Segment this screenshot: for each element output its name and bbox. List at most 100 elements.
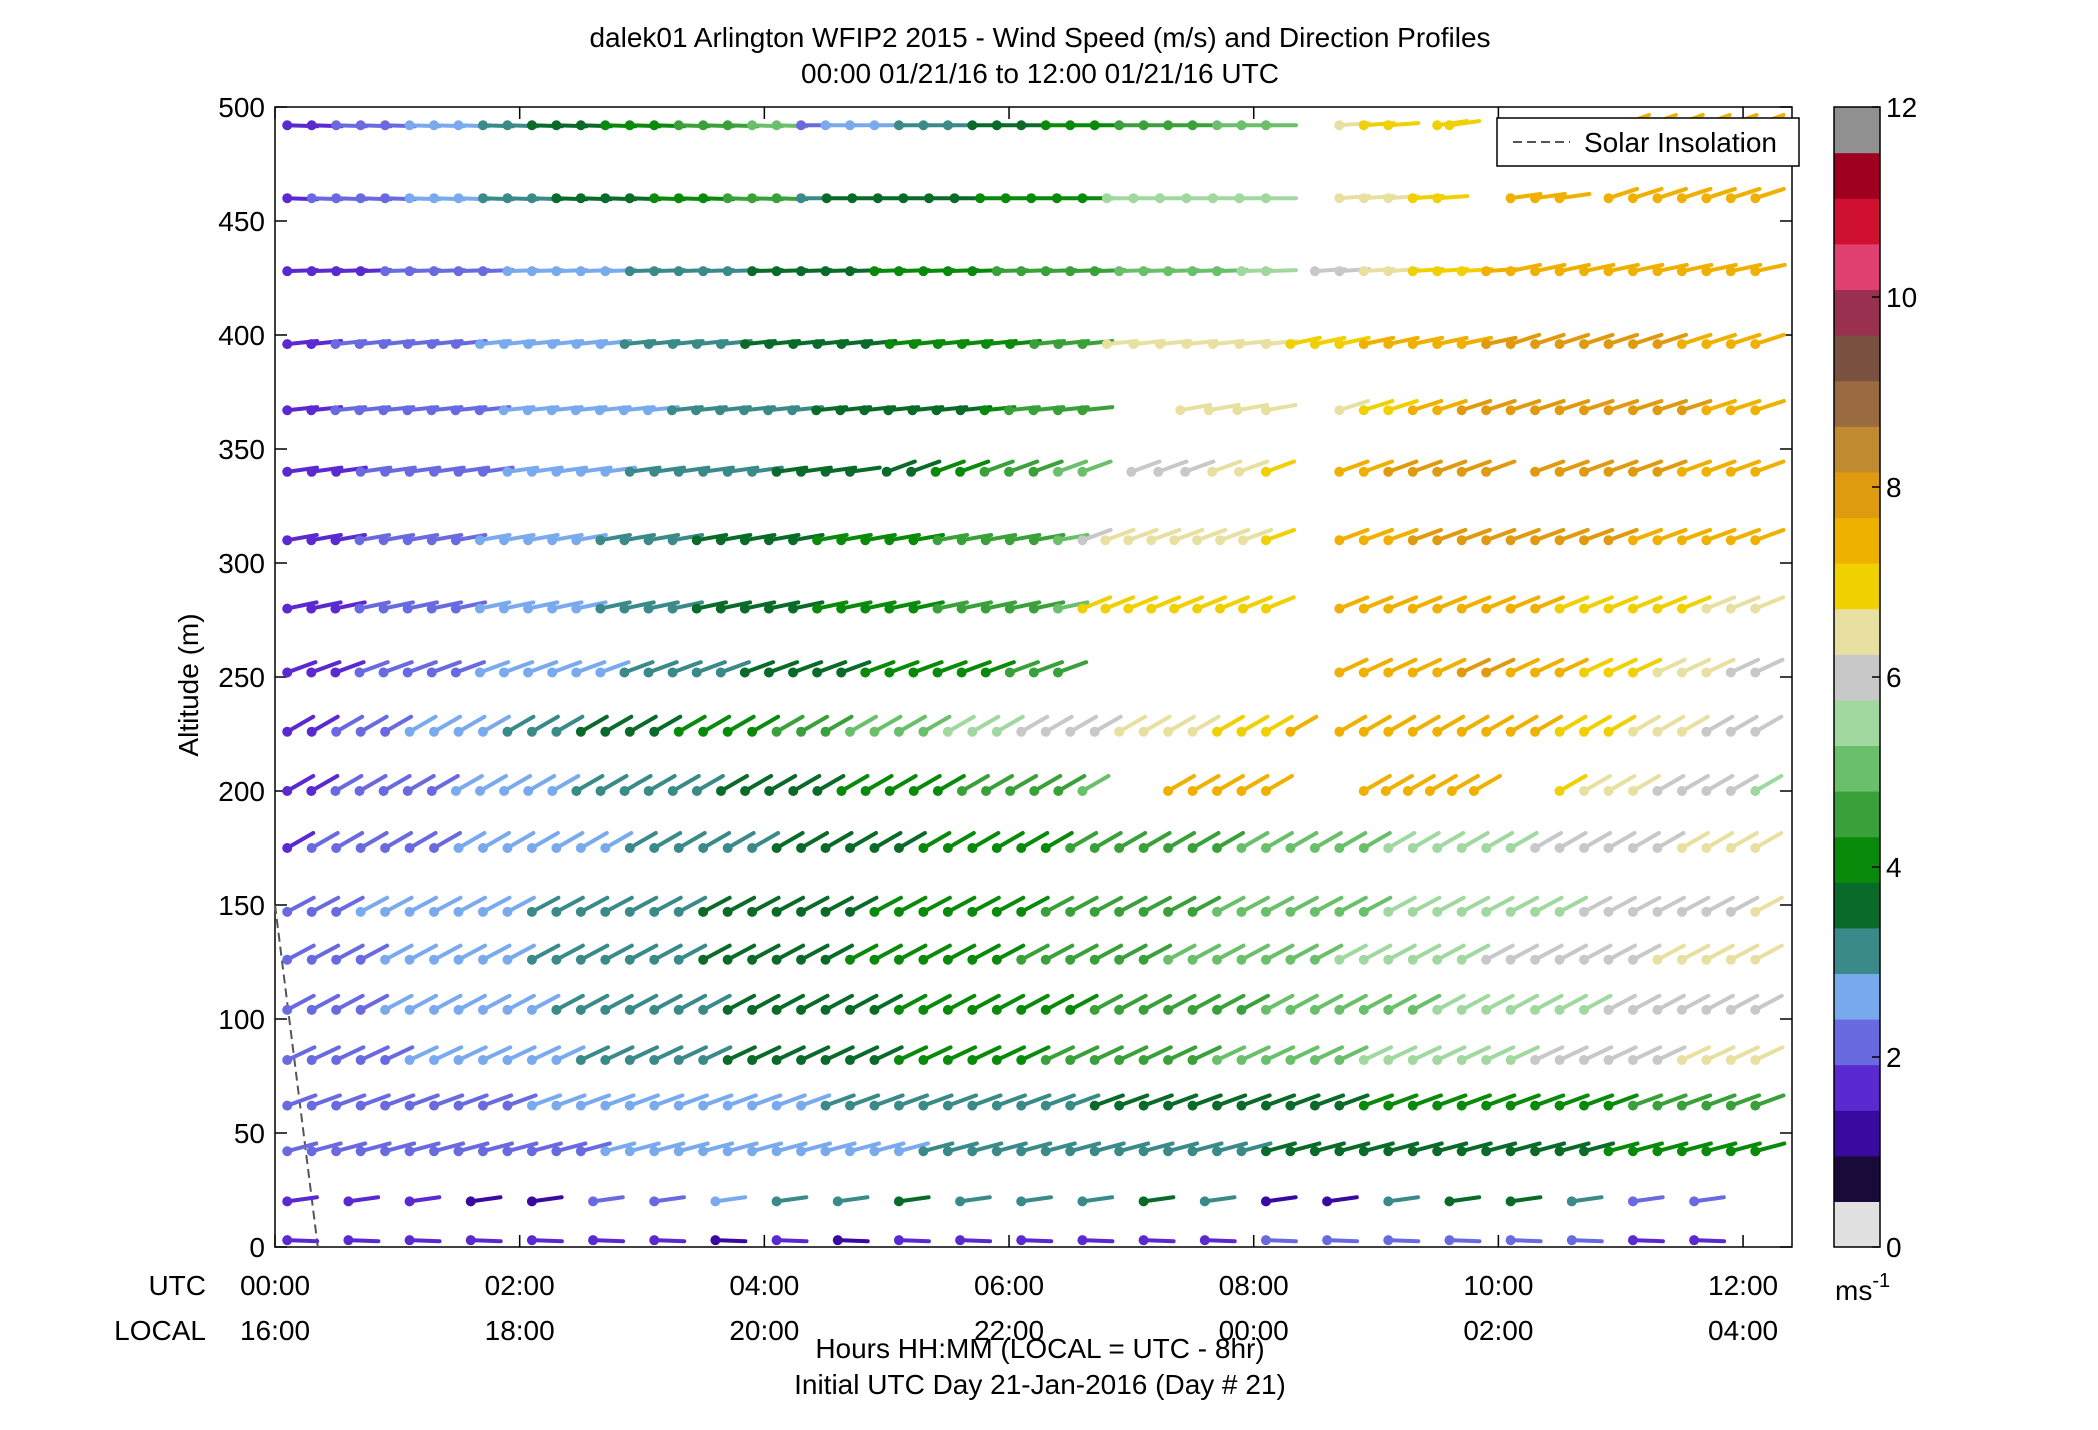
wind-barb-point — [1285, 339, 1296, 350]
wind-barb-point — [523, 535, 534, 546]
wind-barb-point — [600, 1146, 611, 1157]
wind-barb-shaft — [1728, 1093, 1762, 1108]
wind-barb-point — [526, 1235, 537, 1246]
wind-barb-point — [1701, 1004, 1712, 1015]
wind-barb-shaft — [799, 831, 830, 850]
wind-barb-point — [1260, 1055, 1271, 1066]
wind-barb-shaft — [1206, 403, 1241, 413]
wind-barb-point — [594, 405, 605, 416]
wind-barb-point — [380, 954, 391, 965]
wind-barb-point — [869, 1146, 880, 1157]
wind-barb-point — [715, 535, 726, 546]
wind-barb-point — [1260, 466, 1271, 477]
wind-barb-point — [1530, 266, 1541, 277]
wind-barb-point — [979, 405, 990, 416]
wind-barb-shaft — [1435, 895, 1466, 914]
wind-barb-point — [981, 339, 992, 350]
wind-barb-point — [1077, 1235, 1088, 1246]
wind-barb-point — [796, 120, 807, 131]
wind-barb-point — [1456, 843, 1467, 853]
wind-barb-point — [306, 1055, 317, 1066]
wind-barb-point — [595, 786, 606, 796]
wind-barb-shaft — [1459, 1045, 1491, 1063]
wind-barb-point — [330, 603, 341, 614]
wind-barb-shaft — [1606, 262, 1640, 274]
wind-barb-point — [1334, 1100, 1345, 1111]
wind-barb-point — [1138, 726, 1149, 737]
wind-barb-point — [1005, 786, 1016, 796]
wind-barb-point — [526, 726, 537, 737]
wind-barb-point — [1005, 339, 1016, 350]
wind-barb-point — [1138, 906, 1149, 917]
wind-barb-point — [282, 843, 293, 853]
wind-barb-shaft — [1533, 262, 1567, 274]
wind-barb-point — [1701, 405, 1712, 416]
wind-barb-point — [306, 1146, 317, 1157]
wind-barb-shaft — [863, 600, 897, 611]
wind-barb-point — [942, 726, 953, 737]
wind-barb-point — [1725, 786, 1736, 796]
wind-barb-point — [820, 726, 831, 737]
wind-barb-shaft — [1533, 1093, 1566, 1108]
wind-barb-shaft — [1508, 1093, 1541, 1108]
wind-barb-point — [1627, 535, 1638, 546]
wind-barb-point — [923, 193, 934, 204]
wind-barb-point — [715, 405, 726, 416]
wind-barb-shaft — [1753, 895, 1784, 914]
wind-barb-shaft — [1704, 262, 1738, 274]
wind-barb-point — [698, 466, 709, 477]
wind-barb-point — [869, 726, 880, 737]
wind-barb-point — [619, 667, 630, 678]
wind-barb-point — [282, 726, 293, 737]
wind-barb-point — [667, 667, 678, 678]
wind-barb-point — [1627, 843, 1638, 853]
wind-barb-point — [1627, 466, 1638, 477]
wind-barb-point — [402, 786, 413, 796]
y-axis-label: Altitude (m) — [173, 613, 204, 756]
wind-barb-shaft — [505, 714, 536, 734]
wind-barb-point — [1554, 667, 1565, 678]
wind-barb-point — [1701, 667, 1712, 678]
wind-barb-point — [1432, 1004, 1443, 1015]
wind-barb-point — [740, 339, 751, 350]
wind-barb-shaft — [429, 600, 464, 611]
wind-barb-shaft — [750, 831, 781, 850]
wind-barb-point — [722, 954, 733, 965]
wind-barb-point — [1334, 1055, 1345, 1066]
wind-barb-point — [771, 1146, 782, 1157]
wind-barb-point — [1358, 1055, 1369, 1066]
wind-barb-shaft — [799, 714, 830, 734]
wind-barb-point — [847, 193, 858, 204]
wind-barb-point — [306, 339, 317, 350]
wind-barb-point — [722, 843, 733, 853]
wind-barb-point — [600, 954, 611, 965]
wind-barb-point — [1187, 954, 1198, 965]
wind-barb-shaft — [529, 831, 560, 850]
wind-barb-point — [1725, 405, 1736, 416]
wind-barb-point — [722, 1146, 733, 1157]
colorbar-swatch — [1834, 1155, 1880, 1202]
wind-barb-point — [1358, 1100, 1369, 1111]
wind-barb-point — [812, 603, 823, 614]
wind-barb-point — [1579, 1004, 1590, 1015]
wind-barb-point — [979, 466, 990, 477]
plot-area: 05010015020025030035040045050000:0016:00… — [218, 92, 1793, 1346]
wind-barb-point — [1652, 786, 1663, 796]
wind-barb-point — [575, 906, 586, 917]
wind-barb-point — [787, 405, 798, 416]
wind-barb-point — [893, 1055, 904, 1066]
wind-barb-point — [1052, 603, 1063, 614]
wind-barb-shaft — [652, 831, 683, 850]
wind-barb-shaft — [578, 1093, 612, 1108]
wind-barb-point — [1750, 786, 1761, 796]
wind-barb-point — [1407, 726, 1418, 737]
wind-barb-point — [282, 786, 293, 796]
wind-barb-shaft — [1103, 527, 1136, 543]
wind-barb-shaft — [1704, 1093, 1737, 1108]
wind-barb-shaft — [1215, 895, 1246, 914]
wind-barb-point — [698, 906, 709, 917]
wind-barb-point — [1725, 466, 1736, 477]
wind-barb-shaft — [1055, 660, 1089, 675]
wind-barb-point — [1456, 603, 1467, 614]
wind-barb-point — [1701, 726, 1712, 737]
